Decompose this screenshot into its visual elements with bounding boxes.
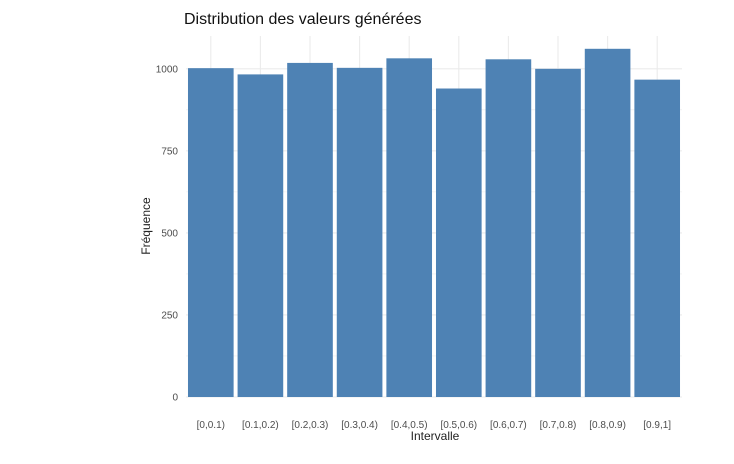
x-tick-label: [0.7,0.8)	[540, 420, 577, 431]
x-tick-label: [0.5,0.6)	[440, 420, 477, 431]
bars	[187, 48, 681, 398]
x-tick-label: [0.9,1]	[643, 420, 671, 431]
x-tick-label: [0,0.1)	[197, 420, 225, 431]
bar	[336, 67, 383, 398]
x-tick-label: [0.8,0.9)	[589, 420, 626, 431]
bar	[187, 68, 234, 398]
bar	[634, 79, 681, 397]
x-axis-label: Intervalle	[410, 429, 460, 443]
x-tick-label: [0.6,0.7)	[490, 420, 527, 431]
bar	[237, 74, 284, 397]
y-tick-label: 500	[161, 228, 178, 239]
y-tick-label: 250	[161, 310, 178, 321]
y-tick-label: 0	[172, 393, 178, 404]
x-tick-label: [0.4,0.5)	[391, 420, 428, 431]
y-axis-label: Fréquence	[139, 197, 153, 255]
bar	[386, 58, 433, 397]
bar	[485, 59, 532, 398]
x-tick-label: [0.1,0.2)	[242, 420, 279, 431]
bar	[435, 88, 482, 397]
bar	[287, 62, 333, 397]
x-tick-label: [0.2,0.3)	[292, 420, 329, 431]
y-tick-label: 1000	[156, 64, 179, 75]
bar	[584, 48, 631, 397]
x-tick-labels: [0,0.1) [0.1,0.2) [0.2,0.3) [0.3,0.4) [0.4,0…	[197, 420, 672, 431]
y-tick-labels: 0 250 500 750 1000	[156, 64, 179, 403]
y-tick-label: 750	[161, 146, 178, 157]
x-tick-label: [0.3,0.4)	[341, 420, 378, 431]
chart-title: Distribution des valeurs générées	[184, 11, 422, 28]
bar	[535, 68, 581, 398]
